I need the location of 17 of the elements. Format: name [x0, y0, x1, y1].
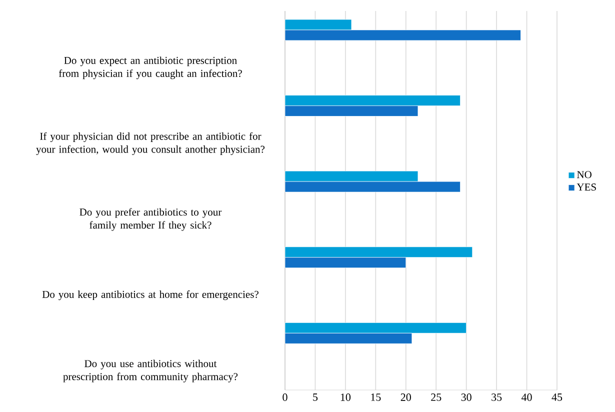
x-tick-label: 0 [282, 394, 288, 401]
x-tick-label: 15 [371, 394, 381, 401]
x-tick-label: 45 [552, 394, 562, 401]
y-tick-label: Do you keep antibiotics at home for emergencies? [42, 290, 258, 300]
legend-label: YES [576, 184, 596, 191]
y-tick-label: Do you prefer antibiotics to your family member If they sick? [80, 208, 222, 231]
legend-label: NO [577, 171, 592, 178]
x-tick-label: 5 [313, 394, 318, 401]
y-tick-label: Do you expect an antibiotic prescription from physician if you caught an infection? [58, 56, 242, 80]
x-tick-label: 10 [340, 394, 351, 401]
x-tick-label: 20 [400, 394, 411, 401]
x-tick-label: 35 [492, 394, 502, 401]
x-tick-label: 30 [461, 394, 472, 401]
x-tick-label: 40 [521, 394, 532, 401]
y-tick-label: If your physician did not prescribe an antibiotic for your infection, would you consult another physician? [36, 132, 265, 155]
x-tick-label: 25 [431, 394, 442, 401]
y-tick-label: Do you use antibiotics without prescription from community pharmacy? [63, 360, 238, 382]
